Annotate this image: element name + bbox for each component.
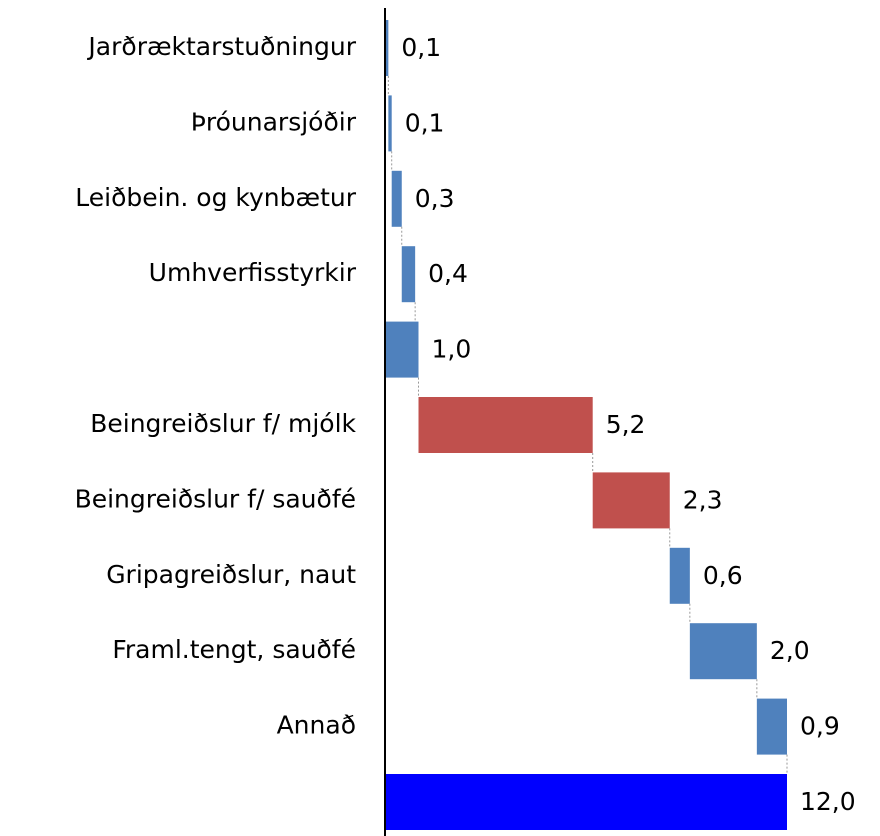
bar — [391, 170, 402, 227]
value-label: 0,6 — [703, 561, 743, 590]
value-label: 0,1 — [401, 33, 441, 62]
bar — [756, 698, 787, 755]
value-label: 1,0 — [432, 335, 472, 364]
bar — [388, 95, 392, 152]
bar — [401, 246, 416, 303]
category-label: Annað — [277, 711, 356, 740]
category-label: Umhverfisstyrkir — [149, 258, 357, 287]
value-label: 0,9 — [800, 712, 840, 741]
category-label: Leiðbein. og kynbætur — [75, 183, 356, 212]
category-label: Þróunarsjóðir — [191, 107, 357, 136]
bar — [418, 397, 593, 453]
category-label: Gripagreiðslur, naut — [106, 560, 356, 589]
bar — [385, 774, 787, 830]
value-label: 5,2 — [606, 410, 646, 439]
category-label: Framl.tengt, sauðfé — [112, 635, 356, 664]
bar — [669, 547, 690, 604]
value-label: 12,0 — [800, 787, 856, 816]
value-label: 2,3 — [683, 485, 723, 514]
bar — [385, 321, 419, 378]
bar — [689, 623, 757, 680]
category-label: Jarðræktarstuðningur — [86, 32, 356, 61]
value-label: 0,3 — [415, 184, 455, 213]
value-label: 0,1 — [405, 108, 445, 137]
category-label: Beingreiðslur f/ mjólk — [90, 409, 356, 438]
value-label: 0,4 — [428, 259, 468, 288]
value-label: 2,0 — [770, 636, 810, 665]
bar — [592, 472, 670, 529]
bar — [385, 20, 389, 76]
category-label: Beingreiðslur f/ sauðfé — [75, 484, 356, 513]
